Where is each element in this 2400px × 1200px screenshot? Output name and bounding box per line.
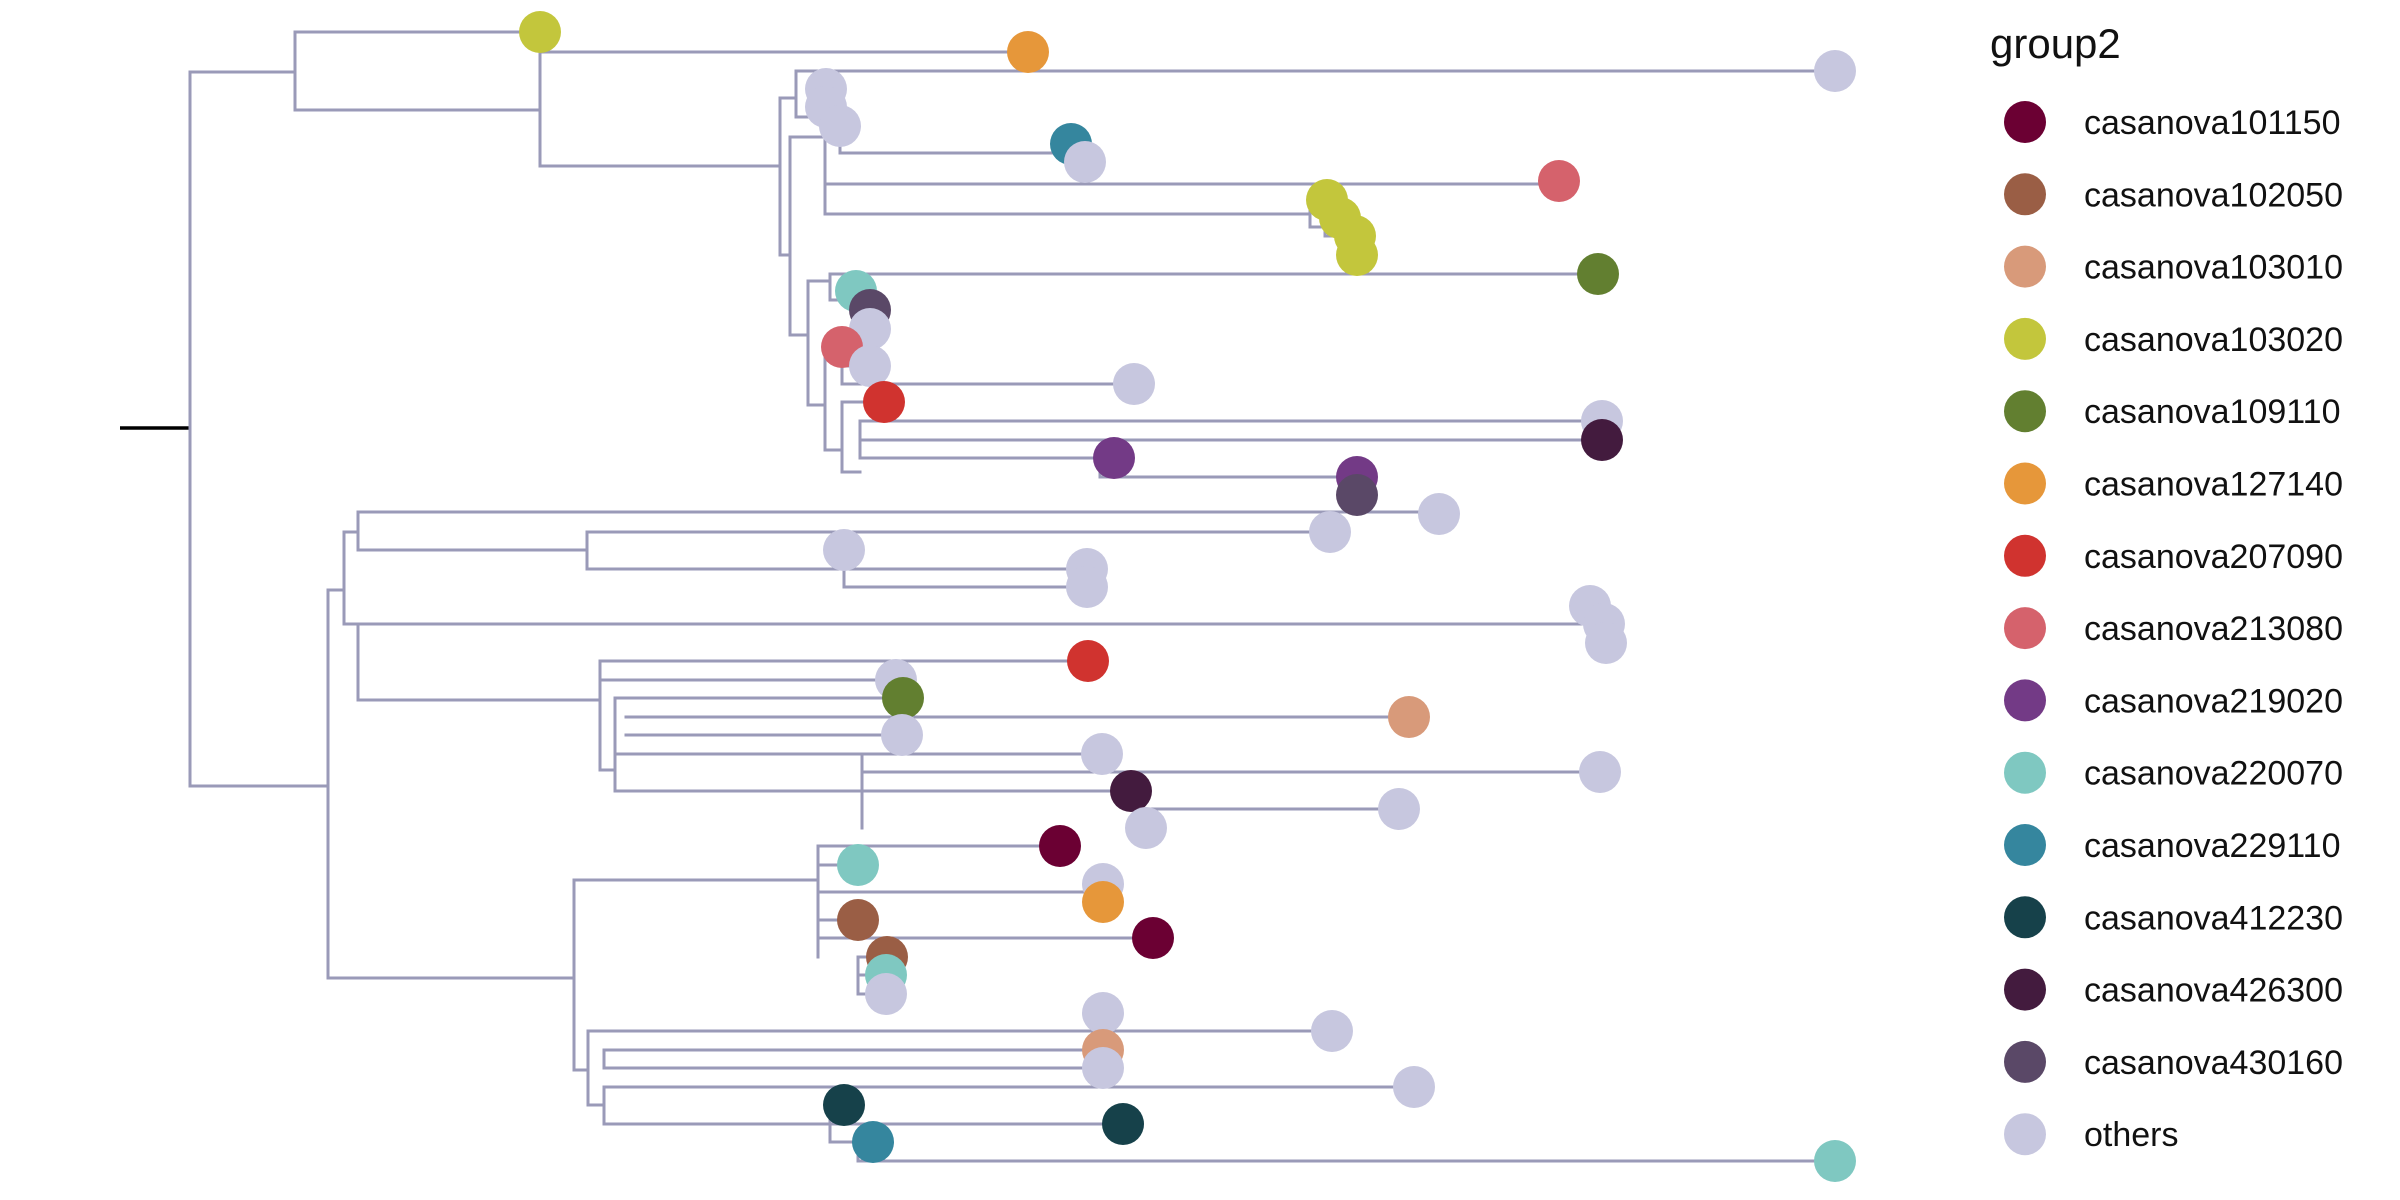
legend-entry-casanova127140: casanova127140 <box>2004 462 2343 505</box>
tip-point-29 <box>823 529 865 571</box>
legend-swatch-casanova426300 <box>2004 968 2046 1011</box>
tip-point-23 <box>1581 419 1623 461</box>
legend-entry-casanova229110: casanova229110 <box>2004 824 2340 866</box>
tip-point-24 <box>1093 437 1135 479</box>
legend-swatch-casanova219020 <box>2004 679 2046 722</box>
legend-swatch-casanova103010 <box>2004 245 2046 288</box>
legend-swatch-casanova109110 <box>2004 390 2046 433</box>
tip-point-46 <box>837 844 879 886</box>
tip-point-60 <box>1102 1103 1144 1145</box>
tip-point-20 <box>1113 363 1155 405</box>
tip-point-45 <box>1039 825 1081 867</box>
tips-layer <box>519 11 1856 1182</box>
tip-point-42 <box>1110 770 1152 812</box>
tip-point-62 <box>1814 1140 1856 1182</box>
legend-swatch-casanova103020 <box>2004 317 2046 360</box>
legend-label-casanova103010: casanova103010 <box>2084 249 2343 287</box>
legend-label-casanova102050: casanova102050 <box>2084 176 2343 214</box>
legend-swatch-casanova412230 <box>2004 896 2046 939</box>
tip-point-26 <box>1336 474 1378 516</box>
tip-point-28 <box>1309 511 1351 553</box>
legend-entry-casanova102050: casanova102050 <box>2004 173 2343 216</box>
legend-entry-casanova103020: casanova103020 <box>2004 317 2343 360</box>
tip-point-1 <box>519 11 561 53</box>
legend-entry-casanova426300: casanova426300 <box>2004 968 2343 1011</box>
tip-point-3 <box>1814 50 1856 92</box>
legend-swatch-casanova101150 <box>2004 101 2046 143</box>
legend-label-casanova101150: casanova101150 <box>2084 104 2340 142</box>
legend-swatch-others <box>2004 1113 2046 1156</box>
tip-point-41 <box>1579 751 1621 793</box>
legend-entry-casanova101150: casanova101150 <box>2004 101 2340 143</box>
tip-point-40 <box>1081 733 1123 775</box>
legend-entry-casanova412230: casanova412230 <box>2004 896 2343 939</box>
tip-point-9 <box>1538 160 1580 202</box>
legend-label-casanova127140: casanova127140 <box>2084 466 2343 504</box>
legend-swatch-casanova127140 <box>2004 462 2046 505</box>
legend-swatch-casanova213080 <box>2004 607 2046 650</box>
tip-point-57 <box>1082 1047 1124 1089</box>
legend-swatch-casanova102050 <box>2004 173 2046 216</box>
tip-point-35 <box>1067 640 1109 682</box>
tip-point-34 <box>1585 622 1627 664</box>
tip-point-48 <box>1082 881 1124 923</box>
tip-point-43 <box>1378 788 1420 830</box>
legend-label-casanova430160: casanova430160 <box>2084 1044 2343 1082</box>
legend-entry-casanova213080: casanova213080 <box>2004 607 2343 650</box>
tip-point-8 <box>1064 141 1106 183</box>
legend-entries: casanova101150 casanova102050 casanova1030… <box>2004 101 2343 1156</box>
tip-point-53 <box>865 973 907 1015</box>
tip-point-14 <box>1577 253 1619 295</box>
tree <box>120 11 1856 1182</box>
tip-point-21 <box>863 381 905 423</box>
legend-label-casanova207090: casanova207090 <box>2084 538 2343 576</box>
legend-entry-casanova220070: casanova220070 <box>2004 751 2343 794</box>
legend-swatch-casanova430160 <box>2004 1040 2046 1083</box>
legend-label-casanova103020: casanova103020 <box>2084 321 2343 359</box>
legend-label-casanova426300: casanova426300 <box>2084 972 2343 1010</box>
legend-swatch-casanova229110 <box>2004 824 2046 866</box>
tip-point-50 <box>1132 917 1174 959</box>
tip-point-61 <box>852 1121 894 1163</box>
tip-point-44 <box>1125 807 1167 849</box>
tip-point-58 <box>1393 1066 1435 1108</box>
tip-point-37 <box>882 677 924 719</box>
tip-point-39 <box>881 714 923 756</box>
legend-label-others: others <box>2084 1116 2179 1154</box>
legend-label-casanova229110: casanova229110 <box>2084 827 2340 865</box>
legend-label-casanova219020: casanova219020 <box>2084 682 2343 720</box>
legend-entry-casanova207090: casanova207090 <box>2004 534 2343 577</box>
legend-label-casanova213080: casanova213080 <box>2084 610 2343 648</box>
legend-label-casanova109110: casanova109110 <box>2084 393 2340 431</box>
tip-point-19 <box>849 345 891 387</box>
tip-point-27 <box>1418 493 1460 535</box>
tip-point-13 <box>1336 234 1378 276</box>
tip-point-59 <box>823 1084 865 1126</box>
legend-entry-casanova219020: casanova219020 <box>2004 679 2343 722</box>
legend: group2 casanova101150casanova102050casan… <box>1990 20 2343 1156</box>
legend-entry-casanova109110: casanova109110 <box>2004 390 2340 433</box>
tip-point-38 <box>1388 696 1430 738</box>
legend-title: group2 <box>1990 20 2121 67</box>
tip-point-2 <box>1007 31 1049 73</box>
tip-point-55 <box>1311 1010 1353 1052</box>
legend-label-casanova220070: casanova220070 <box>2084 755 2343 793</box>
legend-entry-casanova103010: casanova103010 <box>2004 245 2343 288</box>
legend-swatch-casanova207090 <box>2004 534 2046 577</box>
legend-entry-casanova430160: casanova430160 <box>2004 1040 2343 1083</box>
tip-point-49 <box>837 899 879 941</box>
tip-point-6 <box>819 105 861 147</box>
tip-point-31 <box>1066 566 1108 608</box>
legend-swatch-casanova220070 <box>2004 751 2046 794</box>
tip-point-54 <box>1082 992 1124 1034</box>
legend-entry-others: others <box>2004 1113 2179 1156</box>
legend-label-casanova412230: casanova412230 <box>2084 899 2343 937</box>
